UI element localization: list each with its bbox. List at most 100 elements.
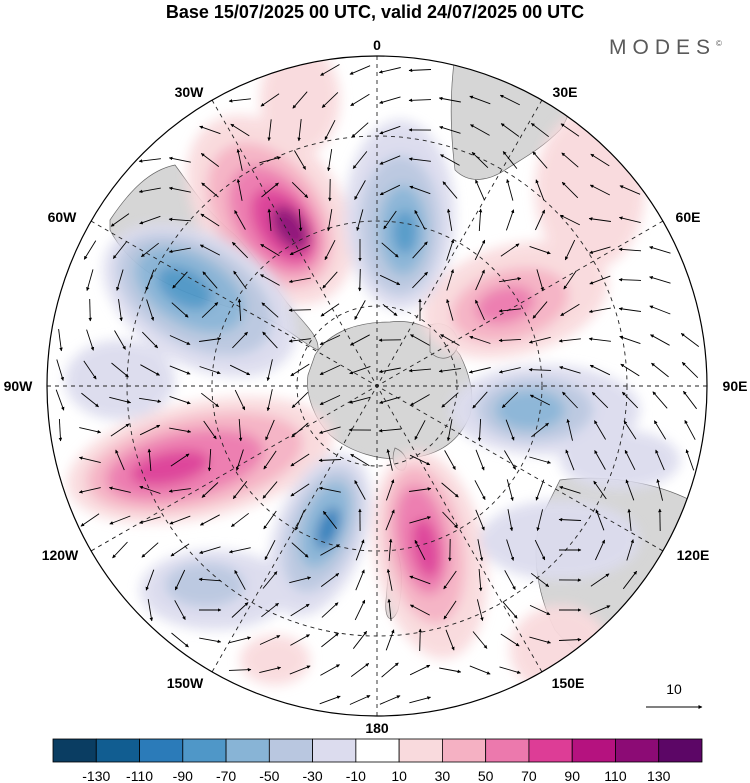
wind-arrow: [535, 479, 545, 501]
wind-arrow: [475, 449, 485, 471]
wind-arrow: [446, 419, 453, 442]
wind-arrow: [298, 208, 303, 232]
colorbar-tick-label: -70: [216, 768, 236, 783]
wind-arrow: [414, 420, 426, 441]
wind-arrow: [319, 394, 341, 406]
wind-arrow: [444, 450, 456, 470]
wind-arrow: [199, 337, 222, 342]
wind-arrow: [414, 209, 426, 230]
lon-label-30w: 30W: [175, 84, 205, 100]
wind-arrow: [351, 122, 369, 138]
wind-arrow: [80, 513, 100, 527]
wind-arrow: [618, 247, 642, 252]
wind-arrow: [236, 148, 243, 171]
wind-arrow: [379, 155, 401, 165]
wind-arrow: [446, 299, 454, 321]
wind-arrow: [114, 330, 126, 350]
wind-arrow: [297, 119, 302, 142]
wind-arrow: [505, 419, 515, 441]
colorbar-tick-label: -90: [173, 768, 193, 783]
wind-arrow: [320, 64, 340, 76]
wind-arrow: [170, 453, 190, 467]
wind-arrow: [228, 98, 251, 103]
wind-arrow: [262, 331, 278, 349]
wind-arrow: [168, 217, 192, 222]
wind-arrow: [78, 487, 101, 494]
wind-arrow: [558, 338, 581, 343]
wind-arrow: [55, 389, 65, 411]
wind-arrow: [259, 635, 281, 645]
wind-arrow: [506, 479, 514, 501]
wind-arrow: [656, 478, 664, 501]
wind-arrow: [207, 448, 212, 472]
lon-label-180: 180: [365, 720, 389, 736]
colorbar-tick-label: 130: [647, 768, 671, 783]
wind-arrow: [288, 308, 312, 313]
wind-arrow: [408, 98, 432, 103]
wind-arrow: [387, 598, 392, 621]
lon-label-0: 0: [373, 37, 381, 53]
wind-arrow: [379, 96, 401, 104]
wind-arrow: [588, 307, 611, 314]
wind-arrow: [267, 208, 272, 232]
wind-arrow: [439, 667, 462, 674]
wind-arrow: [201, 182, 219, 198]
wind-arrow: [622, 570, 638, 590]
wind-arrow: [412, 241, 428, 259]
wind-arrow: [471, 151, 489, 169]
wind-arrow: [502, 151, 518, 169]
colorbar-swatch: [139, 738, 184, 763]
wind-arrow: [262, 571, 278, 589]
wind-arrow: [199, 366, 221, 375]
wind-arrow: [588, 337, 611, 342]
wind-arrow: [469, 335, 491, 344]
wind-arrow: [259, 156, 281, 164]
lon-label-90w: 90W: [4, 378, 34, 394]
wind-arrow: [589, 605, 611, 615]
wind-arrow: [477, 418, 482, 442]
wind-arrow: [650, 334, 670, 346]
wind-arrow: [507, 509, 514, 532]
wind-arrow: [321, 92, 339, 108]
wind-arrow: [118, 299, 123, 322]
wind-arrow: [378, 67, 401, 74]
wind-arrow: [409, 185, 431, 195]
wind-arrow: [229, 636, 252, 644]
wind-arrow: [320, 303, 340, 317]
wind-arrow: [234, 210, 246, 230]
wind-arrow: [116, 269, 124, 291]
wind-arrow: [58, 329, 63, 352]
wind-arrow: [112, 241, 128, 259]
wind-arrow: [589, 184, 611, 196]
wind-arrow: [232, 481, 248, 499]
lon-label-120w: 120W: [42, 547, 79, 563]
wind-arrow: [115, 449, 125, 471]
colorbar-swatch: [95, 738, 140, 763]
wind-arrow: [199, 514, 220, 526]
wind-arrow: [409, 664, 431, 676]
modes-logo: MODES©: [609, 36, 722, 60]
colorbar-swatch: [398, 738, 443, 763]
wind-arrow: [560, 123, 580, 137]
wind-arrow: [168, 247, 191, 254]
wind-arrow: [260, 243, 280, 257]
wind-arrow: [111, 362, 129, 378]
lon-label-150e: 150E: [552, 675, 585, 691]
wind-arrow: [324, 239, 336, 261]
wind-arrow: [349, 396, 371, 404]
wind-arrow: [139, 485, 161, 494]
wind-arrow: [594, 450, 606, 470]
wind-arrow: [409, 516, 431, 524]
wind-arrow: [379, 695, 401, 705]
lon-label-90e: 90E: [723, 378, 748, 394]
wind-arrow: [591, 391, 609, 409]
wind-arrow: [322, 271, 338, 289]
wind-arrow: [414, 539, 426, 561]
wind-arrow: [442, 511, 458, 529]
wind-arrow: [261, 182, 279, 198]
wind-arrow: [264, 539, 276, 561]
wind-arrow: [354, 300, 366, 320]
wind-arrow: [83, 360, 97, 380]
graticule: [47, 56, 707, 716]
